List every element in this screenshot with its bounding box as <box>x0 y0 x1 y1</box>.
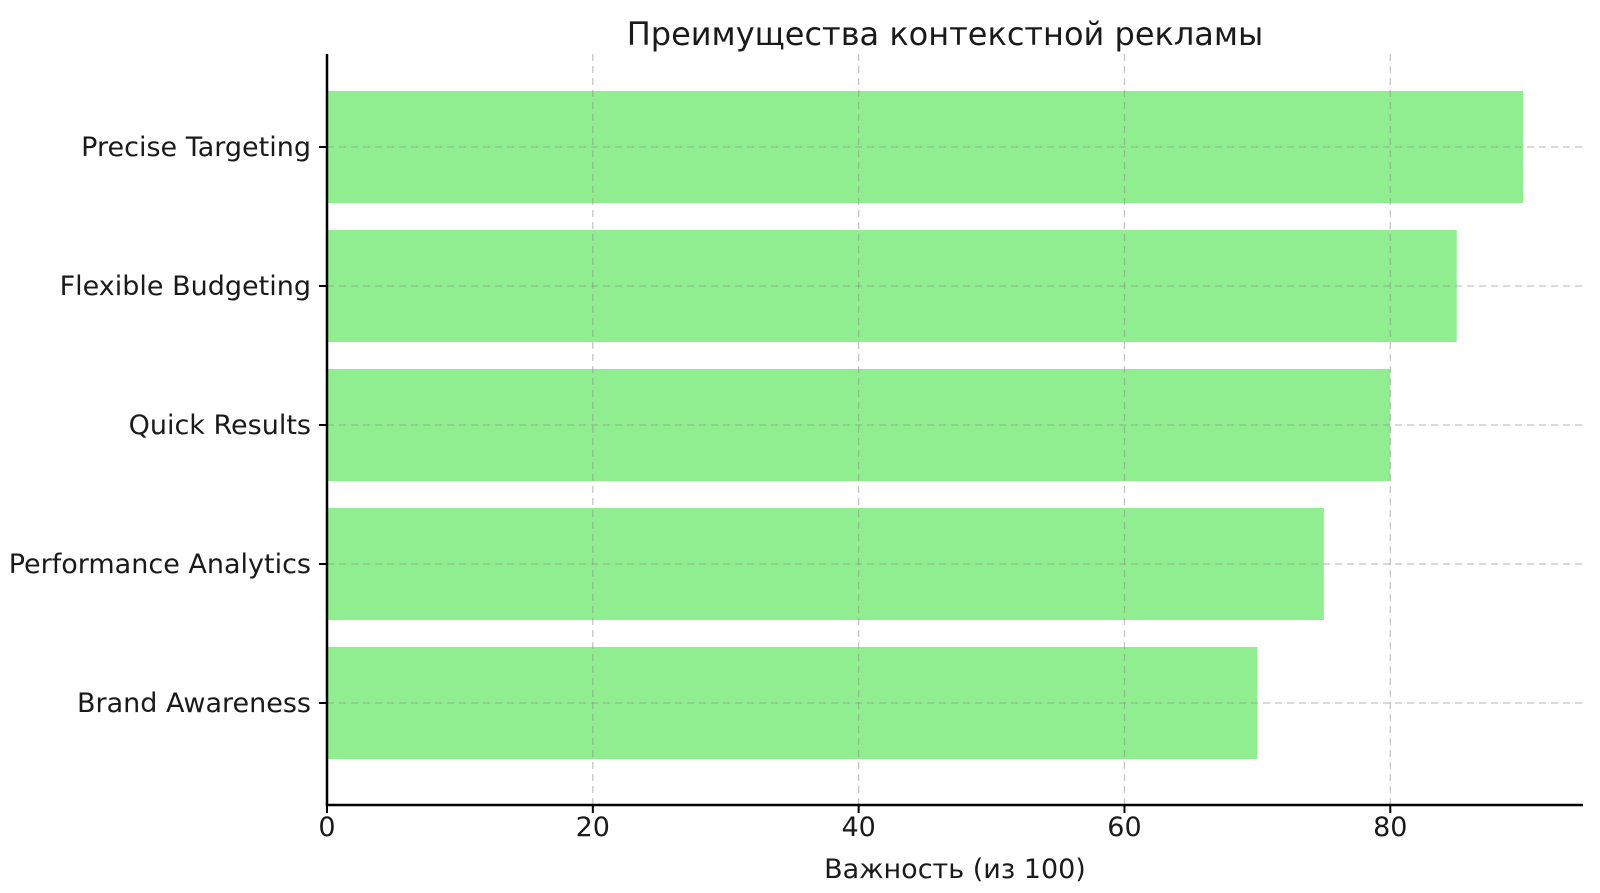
bars-layer <box>327 91 1524 759</box>
category-label: Flexible Budgeting <box>60 271 311 302</box>
bar-precise-targeting <box>327 91 1524 203</box>
category-label: Brand Awareness <box>77 688 311 719</box>
grid-layer <box>327 54 1583 805</box>
labels-layer: Precise Targeting Flexible Budgeting Quick… <box>9 132 1408 843</box>
x-tick-label: 40 <box>841 812 875 843</box>
category-label: Performance Analytics <box>9 549 311 580</box>
x-tick-label: 80 <box>1373 812 1407 843</box>
chart-title: Преимущества контекстной рекламы <box>627 15 1264 53</box>
axes-layer <box>319 54 1583 813</box>
x-tick-label: 0 <box>318 812 335 843</box>
category-label: Precise Targeting <box>81 132 311 163</box>
x-tick-label: 60 <box>1107 812 1141 843</box>
bar-brand-awareness <box>327 647 1258 759</box>
x-axis-label: Важность (из 100) <box>824 854 1086 885</box>
category-label: Quick Results <box>129 410 311 441</box>
x-tick-label: 20 <box>576 812 610 843</box>
